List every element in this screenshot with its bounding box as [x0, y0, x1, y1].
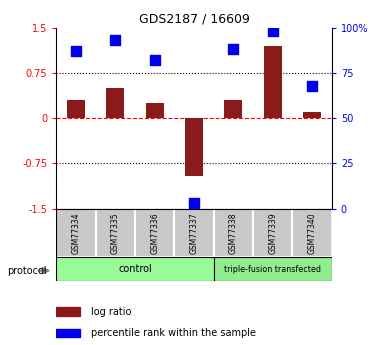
Bar — [146, 103, 163, 118]
Point — [191, 200, 197, 206]
Bar — [56, 209, 95, 257]
Text: GSM77340: GSM77340 — [308, 212, 317, 254]
Point — [73, 48, 79, 54]
Bar — [67, 100, 85, 118]
Bar — [56, 257, 214, 281]
Bar — [225, 100, 242, 118]
Point — [309, 83, 315, 88]
Title: GDS2187 / 16609: GDS2187 / 16609 — [139, 12, 249, 25]
Text: triple-fusion transfected: triple-fusion transfected — [224, 265, 321, 274]
Point — [152, 57, 158, 63]
Bar — [214, 257, 332, 281]
Bar — [214, 209, 253, 257]
Text: GSM77335: GSM77335 — [111, 212, 120, 254]
Bar — [185, 118, 203, 176]
Text: percentile rank within the sample: percentile rank within the sample — [91, 328, 256, 338]
Text: GSM77339: GSM77339 — [268, 212, 277, 254]
Text: GSM77337: GSM77337 — [189, 212, 199, 254]
Bar — [56, 307, 80, 316]
Bar — [95, 209, 135, 257]
Bar — [56, 329, 80, 337]
Bar — [293, 209, 332, 257]
Text: protocol: protocol — [7, 266, 47, 276]
Point — [270, 28, 276, 34]
Bar — [135, 209, 174, 257]
Bar — [303, 112, 321, 118]
Text: GSM77338: GSM77338 — [229, 212, 238, 254]
Text: log ratio: log ratio — [91, 306, 132, 316]
Text: GSM77336: GSM77336 — [150, 212, 159, 254]
Point — [230, 47, 236, 52]
Point — [112, 38, 118, 43]
Bar — [264, 46, 282, 118]
Bar — [106, 88, 124, 118]
Bar — [174, 209, 214, 257]
Text: control: control — [118, 264, 152, 274]
Bar — [253, 209, 293, 257]
Text: GSM77334: GSM77334 — [71, 212, 80, 254]
